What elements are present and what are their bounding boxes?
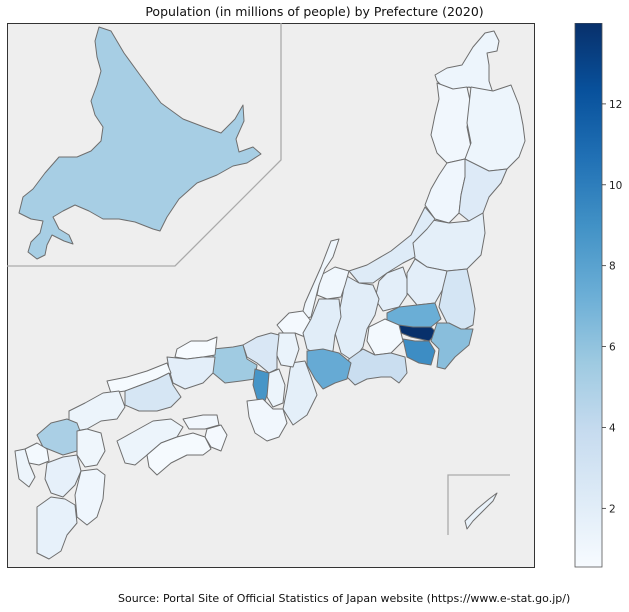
region-kagawa xyxy=(182,414,220,430)
region-nara xyxy=(266,368,286,408)
region-tottori xyxy=(174,336,218,360)
region-kyoto xyxy=(242,332,280,374)
japan-map xyxy=(7,23,535,568)
region-chiba xyxy=(430,322,474,370)
colorbar: 2 4 6 8 10 12 xyxy=(574,23,622,568)
colorbar-tick-label: 8 xyxy=(609,261,616,273)
colorbar-tick-label: 4 xyxy=(609,422,616,434)
region-ishikawa xyxy=(300,238,340,320)
region-hiroshima xyxy=(124,372,182,412)
inset-border-hokkaido xyxy=(7,23,282,267)
colorbar-tick-label: 10 xyxy=(609,180,622,192)
region-gifu xyxy=(302,298,342,358)
colorbar-tick-label: 6 xyxy=(609,342,616,354)
region-kanagawa xyxy=(402,338,436,366)
region-ibaraki xyxy=(438,268,476,332)
region-nagasaki xyxy=(14,448,36,488)
region-okayama xyxy=(166,356,216,390)
region-wakayama xyxy=(246,398,288,442)
source-note: Source: Portal Site of Official Statisti… xyxy=(118,592,571,605)
region-mie xyxy=(282,360,318,426)
region-toyama xyxy=(316,266,350,300)
region-okinawa xyxy=(464,492,498,530)
map-title: Population (in millions of people) by Pr… xyxy=(145,4,484,19)
region-kumamoto xyxy=(44,454,82,498)
region-yamanashi xyxy=(366,318,404,356)
region-miyazaki xyxy=(74,468,106,526)
region-shizuoka xyxy=(344,348,408,386)
colorbar-tick-label: 2 xyxy=(609,503,616,515)
region-kagoshima xyxy=(36,496,78,560)
region-aichi xyxy=(306,348,352,390)
region-niigata xyxy=(348,206,436,284)
inset-border-okinawa xyxy=(447,474,510,535)
colorbar-tick-label: 12 xyxy=(609,99,622,111)
region-kochi xyxy=(146,432,212,476)
colorbar-gradient xyxy=(574,23,603,568)
region-hokkaido xyxy=(18,26,262,260)
colorbar-ticks: 2 4 6 8 10 12 xyxy=(602,99,622,515)
region-oita xyxy=(76,428,106,468)
region-iwate xyxy=(464,84,526,172)
